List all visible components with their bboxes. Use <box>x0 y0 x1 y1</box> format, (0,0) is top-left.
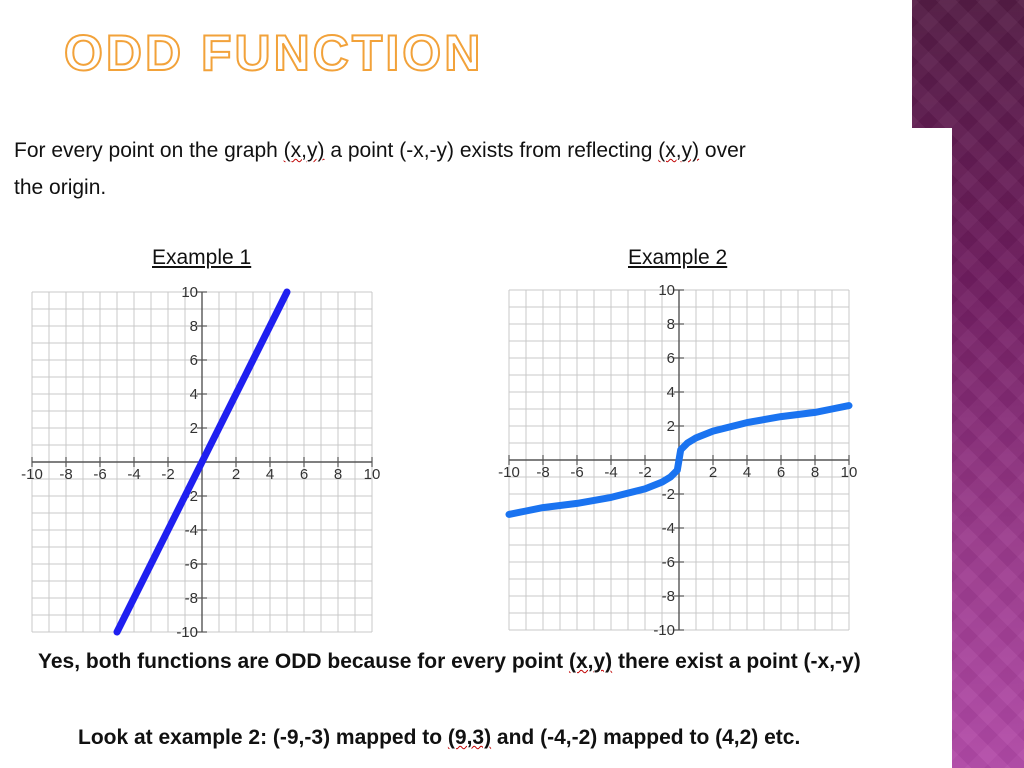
y-tick-label: -6 <box>662 554 675 571</box>
y-tick-label: 2 <box>667 418 675 435</box>
y-tick-label: 6 <box>190 352 198 369</box>
note-part-1: Look at example 2: (-9,-3) mapped to <box>78 726 448 749</box>
y-tick-label: -8 <box>185 590 198 607</box>
x-tick-label: -2 <box>638 464 651 481</box>
x-tick-label: 8 <box>811 464 819 481</box>
y-tick-label: 10 <box>181 284 198 301</box>
example-2-label: Example 2 <box>628 246 728 269</box>
y-tick-label: -4 <box>662 520 675 537</box>
x-tick-label: -8 <box>59 466 72 483</box>
x-tick-label: -4 <box>604 464 617 481</box>
note-point-93: (9,3) <box>447 726 492 749</box>
chart-1-series-line-1 <box>113 288 291 636</box>
x-tick-label: 4 <box>266 466 274 483</box>
y-tick-label: -8 <box>662 588 675 605</box>
x-tick-label: -8 <box>536 464 549 481</box>
x-tick-label: -6 <box>570 464 583 481</box>
y-tick-label: -6 <box>185 556 198 573</box>
conclusion-part-1: Yes, both functions are ODD because for … <box>38 650 569 673</box>
y-tick-label: -2 <box>662 486 675 503</box>
x-tick-label: 8 <box>334 466 342 483</box>
x-tick-label: -6 <box>93 466 106 483</box>
y-tick-label: 8 <box>667 316 675 333</box>
y-tick-label: 8 <box>190 318 198 335</box>
intro-point-xy-2: (x,y) <box>658 139 700 162</box>
intro-part-2: a point (-x,-y) exists from reflecting <box>324 139 659 162</box>
x-tick-label: -10 <box>498 464 520 481</box>
y-tick-label: 6 <box>667 350 675 367</box>
conclusion-point-xy: (x,y) <box>568 650 613 673</box>
example-2-note: Look at example 2: (-9,-3) mapped to (9,… <box>78 726 800 750</box>
intro-part-3: over <box>699 139 746 162</box>
conclusion-text: Yes, both functions are ODD because for … <box>38 650 861 674</box>
y-tick-label: -4 <box>185 522 198 539</box>
y-tick-label: 4 <box>190 386 198 403</box>
intro-text: For every point on the graph (x,y) a poi… <box>14 132 894 206</box>
y-tick-label: -10 <box>176 624 198 641</box>
x-tick-label: 2 <box>232 466 240 483</box>
x-tick-label: -2 <box>161 466 174 483</box>
note-part-2: and (-4,-2) mapped to (4,2) etc. <box>491 726 801 749</box>
x-tick-label: -4 <box>127 466 140 483</box>
y-tick-label: -10 <box>653 622 675 639</box>
y-tick-label: 10 <box>658 282 675 299</box>
y-tick-label: 2 <box>190 420 198 437</box>
x-tick-label: 6 <box>777 464 785 481</box>
conclusion-part-2: there exist a point (-x,-y) <box>612 650 861 673</box>
example-1-label: Example 1 <box>152 246 252 269</box>
x-tick-label: 10 <box>841 464 858 481</box>
x-tick-label: -10 <box>21 466 43 483</box>
intro-line-2: the origin. <box>14 176 107 199</box>
x-tick-label: 4 <box>743 464 751 481</box>
intro-point-xy: (x,y) <box>283 139 325 162</box>
x-tick-label: 10 <box>364 466 381 483</box>
chart-2-axes: -10 -8 -6 -4 -2 2 4 6 8 10 10 8 6 4 2 -2 -4 -6 -8 -10 <box>498 282 857 639</box>
y-tick-label: 4 <box>667 384 675 401</box>
content-panel <box>0 128 952 768</box>
x-tick-label: 6 <box>300 466 308 483</box>
chart-2-series-line-1 <box>505 402 853 518</box>
x-tick-label: 2 <box>709 464 717 481</box>
intro-part-1: For every point on the graph <box>14 139 284 162</box>
slide-title: ODD FUNCTION <box>63 25 484 81</box>
